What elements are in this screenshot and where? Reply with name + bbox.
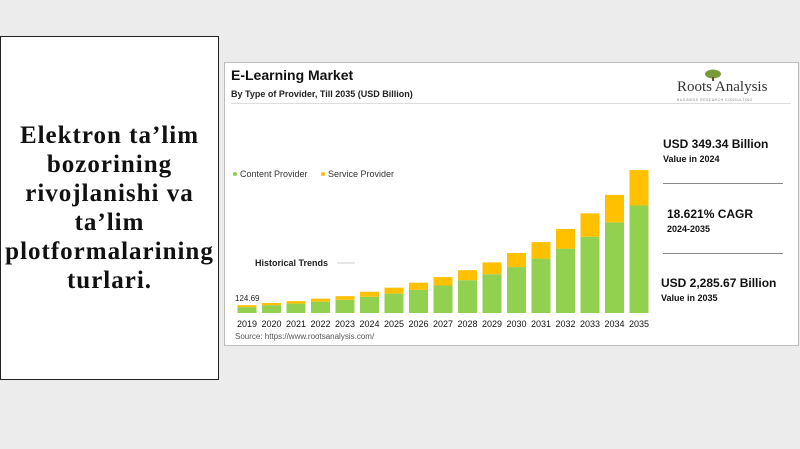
bar-service-2021 [286,301,306,304]
legend-label: Service Provider [328,169,394,179]
bar-content-2020 [262,305,281,313]
stat-label: 2024-2035 [667,224,711,234]
stat-label: Value in 2024 [663,154,720,164]
logo-name: Roots Analysis [677,79,768,95]
x-tick-label: 2035 [629,319,649,329]
stat-value: 18.621% CAGR [667,207,754,221]
bar-service-2030 [507,253,526,268]
slide-title-box: Elektron ta’lim bozorining rivojlanishi … [0,36,219,380]
bar-content-2026 [409,289,428,313]
bar-content-2030 [507,267,526,313]
x-tick-label: 2028 [457,319,477,329]
bar-service-2029 [482,262,502,275]
stats-divider [663,253,783,254]
stat-cagr: 18.621% CAGR 2024-2035 [667,207,753,234]
x-tick-label: 2029 [482,319,502,329]
source-note: Source: https://www.rootsanalysis.com/ [235,332,375,341]
x-tick-label: 2022 [310,319,330,329]
stacked-bar-chart: 2019 2020 2021 2022 2023 2024 2025 2026 2027 2028… [233,169,649,329]
data-label: 124.69 [235,294,260,303]
bar-service-2020 [262,303,281,306]
bar-service-2031 [531,242,551,259]
x-tick-label: 2030 [506,319,526,329]
header-divider [231,103,791,104]
stat-value: USD 2,285.67 Billion [661,276,777,290]
bar-content-2034 [605,222,624,313]
x-tick-label: 2025 [384,319,404,329]
bar-service-2028 [458,270,477,281]
x-tick-label: 2021 [286,319,306,329]
stat-2035-value: USD 2,285.67 Billion Value in 2035 [661,276,776,303]
bar-content-2035 [629,205,649,313]
bar-service-2027 [433,277,453,286]
legend-label: Content Provider [240,169,308,179]
bar-service-2024 [360,291,379,297]
x-tick-label: 2027 [433,319,453,329]
legend-swatch [321,172,325,176]
bar-service-2026 [409,282,428,290]
x-tick-label: 2020 [261,319,281,329]
x-tick-label: 2024 [359,319,379,329]
bar-content-2033 [580,236,600,313]
chart-card: E-Learning Market By Type of Provider, T… [224,62,799,346]
x-tick-label: 2026 [408,319,428,329]
stats-divider [663,183,783,184]
bar-service-2035 [629,170,649,206]
historical-trends-label: Historical Trends [255,258,328,268]
stat-2024-value: USD 349.34 Billion Value in 2024 [663,137,768,164]
x-tick-label: 2031 [531,319,551,329]
bar-service-2034 [605,194,624,223]
x-tick-label: 2019 [237,319,257,329]
bar-content-2023 [335,299,355,313]
bar-service-2019 [237,305,257,308]
chart-title: E-Learning Market [231,67,354,83]
bar-content-2031 [531,258,551,313]
bar-service-2032 [556,228,575,249]
roots-analysis-logo: Roots Analysis BUSINESS RESEARCH CONSULT… [677,69,787,103]
x-tick-label: 2032 [555,319,575,329]
tree-icon [705,69,721,81]
stat-label: Value in 2035 [661,293,718,303]
chart-subtitle: By Type of Provider, Till 2035 (USD Bill… [231,89,413,99]
bar-content-2024 [360,296,379,313]
bar-content-2028 [458,280,477,313]
bar-content-2022 [311,301,330,313]
bar-content-2021 [286,303,306,313]
bar-content-2032 [556,248,575,313]
bar-content-2027 [433,285,453,313]
stat-value: USD 349.34 Billion [663,137,769,151]
x-tick-label: 2034 [604,319,624,329]
bar-service-2022 [311,298,330,302]
bar-content-2029 [482,274,502,313]
bar-content-2025 [384,293,404,313]
bar-service-2023 [335,296,355,300]
slide-title: Elektron ta’lim bozorining rivojlanishi … [5,122,214,294]
x-tick-label: 2023 [335,319,355,329]
logo-tagline: BUSINESS RESEARCH CONSULTING [677,98,753,102]
bar-service-2025 [384,287,404,294]
bar-service-2033 [580,213,600,237]
bar-content-2019 [237,307,257,313]
legend-swatch [233,172,237,176]
x-tick-label: 2033 [580,319,600,329]
